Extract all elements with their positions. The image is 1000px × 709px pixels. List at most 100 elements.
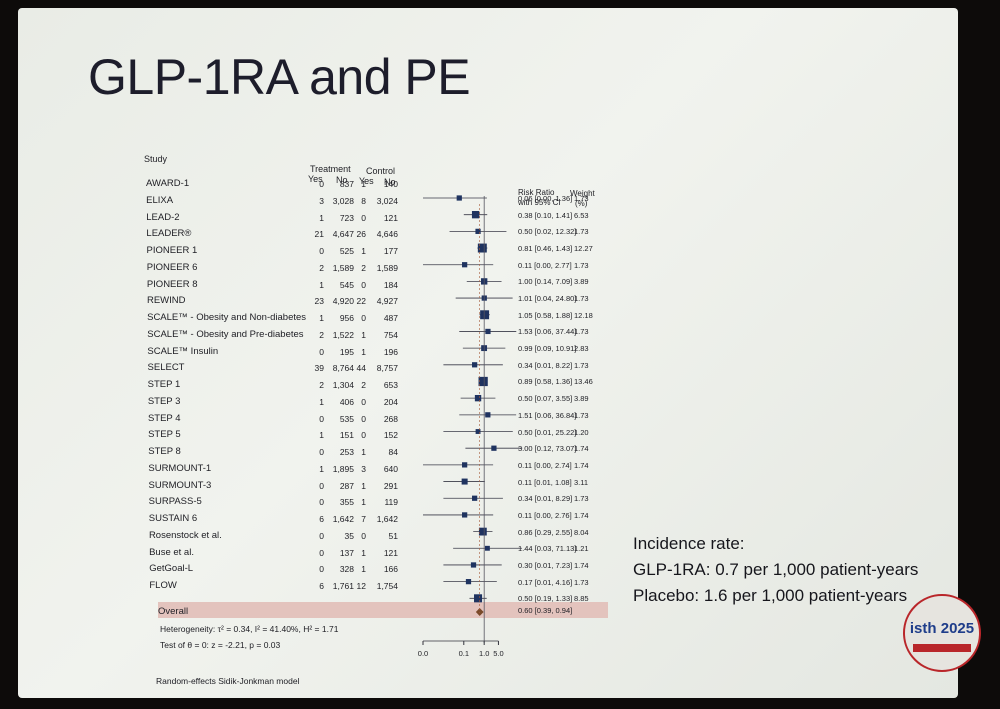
control-no: 204: [383, 396, 398, 407]
risk-ratio-ci-text: 0.50 [0.01, 25.22]: [518, 427, 577, 437]
treatment-yes: 6: [319, 581, 324, 591]
control-yes: 12: [356, 581, 366, 591]
study-name: SCALE™ - Obesity and Pre-diabetes: [147, 328, 304, 340]
x-tick-label: 0.0: [418, 649, 428, 658]
risk-ratio-ci-text: 1.01 [0.04, 24.80]: [518, 294, 577, 304]
study-name: PIONEER 1: [146, 245, 198, 256]
treatment-no: 1,642: [332, 514, 354, 524]
effect-marker: [461, 478, 468, 485]
risk-ratio-ci-text: 3.00 [0.12, 73.07]: [518, 444, 577, 454]
control-no: 487: [383, 313, 398, 323]
weight-text: 1.73: [574, 260, 589, 270]
overall-ci-text: 0.60 [0.39, 0.94]: [518, 606, 573, 615]
risk-ratio-ci-text: 0.30 [0.01, 7.23]: [518, 560, 573, 570]
model-text: Random-effects Sidik-Jonkman model: [156, 676, 300, 686]
study-name: STEP 8: [148, 446, 181, 457]
header-treatment-no: No: [336, 175, 348, 185]
study-name: SELECT: [147, 362, 185, 374]
control-yes: 1: [361, 497, 366, 508]
incidence-glp1: GLP-1RA: 0.7 per 1,000 patient-years: [633, 560, 919, 579]
treatment-no: 837: [339, 179, 354, 189]
effect-marker: [456, 195, 462, 201]
heterogeneity-text: Heterogeneity: τ² = 0.34, I² = 41.40%, H…: [160, 624, 339, 634]
treatment-yes: 2: [319, 262, 324, 273]
header-weight: Weight: [570, 189, 595, 198]
control-yes: 1: [361, 564, 366, 575]
study-name: Buse et al.: [149, 546, 194, 558]
x-tick-label: 5.0: [493, 649, 503, 658]
treatment-yes: 21: [314, 229, 324, 240]
treatment-no: 195: [339, 346, 354, 357]
study-name: SURMOUNT-3: [148, 479, 212, 491]
control-yes: 22: [356, 296, 366, 307]
control-yes: 0: [361, 530, 366, 541]
treatment-no: 956: [339, 313, 354, 323]
weight-text: 1.20: [574, 427, 589, 437]
control-yes: 0: [361, 279, 366, 290]
treatment-no: 8,764: [332, 363, 354, 374]
logo-text: isth 2025: [909, 620, 975, 637]
risk-ratio-ci-text: 0.50 [0.07, 3.55]: [518, 394, 573, 404]
control-no: 3,024: [376, 195, 398, 206]
x-tick-label: 0.1: [459, 649, 469, 658]
control-yes: 7: [361, 514, 366, 524]
study-name: LEAD-2: [146, 211, 180, 223]
control-no: 754: [383, 329, 398, 340]
risk-ratio-ci-text: 0.81 [0.46, 1.43]: [518, 244, 573, 254]
control-no: 653: [383, 380, 398, 390]
treatment-yes: 2: [319, 380, 324, 390]
control-yes: 44: [356, 363, 366, 374]
control-no: 152: [383, 430, 398, 441]
treatment-no: 4,920: [332, 296, 354, 307]
study-name: REWIND: [146, 295, 186, 307]
header-risk-ratio: Risk Ratio: [518, 188, 555, 197]
control-no: 51: [388, 530, 398, 541]
control-yes: 0: [361, 212, 366, 223]
weight-text: 1.73: [574, 360, 589, 370]
control-yes: 1: [361, 447, 366, 457]
treatment-no: 545: [339, 279, 354, 290]
effect-marker: [484, 545, 490, 551]
weight-text: 1.74: [574, 444, 589, 454]
overall-label: Overall: [158, 606, 189, 617]
header-study: Study: [144, 154, 168, 164]
risk-ratio-ci-text: 0.38 [0.10, 1.41]: [518, 210, 573, 220]
treatment-yes: 3: [319, 195, 324, 206]
control-no: 140: [383, 179, 398, 189]
control-yes: 1: [361, 179, 366, 189]
control-no: 196: [383, 346, 398, 357]
treatment-yes: 1: [319, 430, 324, 441]
treatment-no: 1,304: [332, 380, 354, 390]
weight-text: 1.73: [574, 577, 589, 587]
effect-marker: [472, 362, 478, 368]
treatment-yes: 0: [319, 179, 324, 189]
treatment-no: 1,589: [332, 262, 354, 273]
control-yes: 0: [361, 396, 366, 407]
control-no: 184: [383, 279, 398, 290]
effect-marker: [475, 429, 481, 434]
risk-ratio-ci-text: 1.44 [0.03, 71.13]: [518, 544, 577, 554]
treatment-yes: 1: [319, 396, 324, 407]
treatment-yes: 0: [319, 480, 324, 491]
logo-band: [913, 644, 971, 652]
weight-text: 2.83: [574, 344, 589, 354]
treatment-yes: 2: [319, 329, 324, 340]
treatment-no: 328: [339, 564, 354, 575]
control-no: 1,589: [376, 262, 398, 273]
control-yes: 2: [361, 262, 366, 273]
treatment-yes: 0: [319, 564, 324, 575]
effect-marker: [480, 310, 490, 320]
control-yes: 8: [361, 195, 366, 206]
study-name: FLOW: [149, 580, 177, 591]
risk-ratio-ci-text: 0.89 [0.58, 1.36]: [518, 377, 573, 387]
test-statistic-text: Test of θ = 0: z = -2.21, p = 0.03: [160, 640, 281, 650]
control-no: 121: [383, 547, 398, 558]
treatment-no: 35: [344, 530, 354, 541]
incidence-heading: Incidence rate:: [633, 534, 745, 553]
header-weight-pct: (%): [575, 199, 588, 208]
control-no: 177: [383, 246, 398, 256]
risk-ratio-ci-text: 1.51 [0.06, 36.84]: [518, 410, 577, 420]
study-name: STEP 5: [148, 429, 181, 441]
treatment-yes: 6: [319, 514, 324, 524]
header-treatment-yes: Yes: [308, 174, 323, 184]
